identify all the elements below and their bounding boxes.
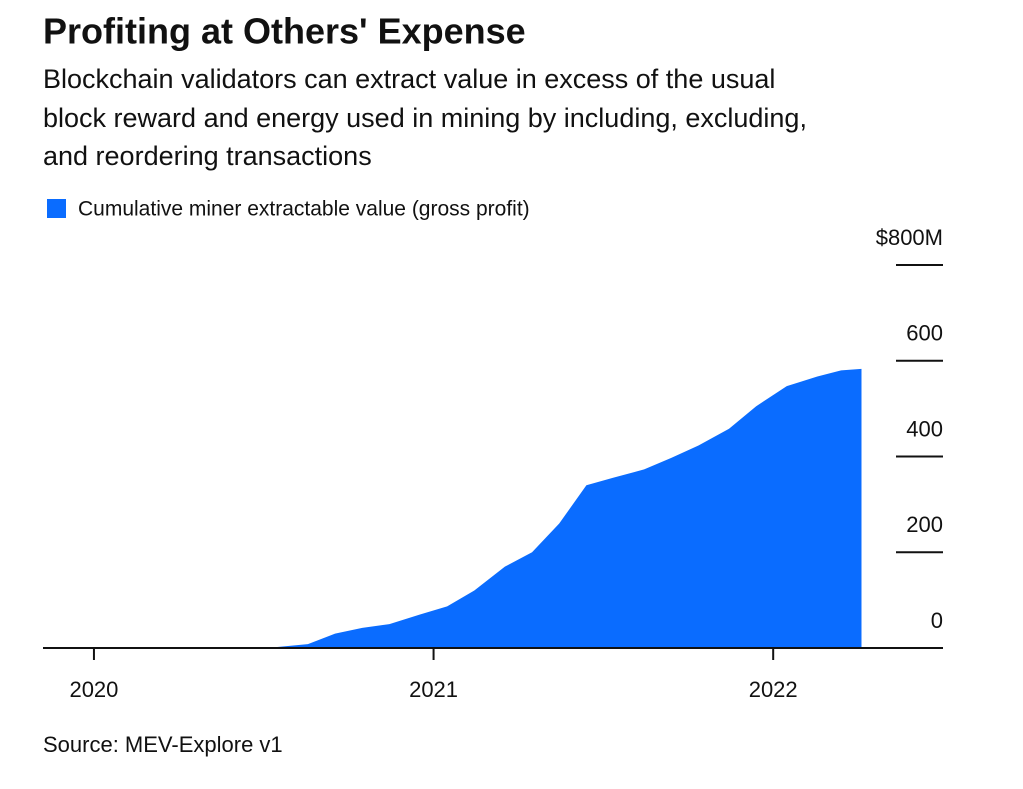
x-tick-label: 2022 (749, 677, 798, 702)
y-tick-label: 200 (906, 512, 943, 537)
x-tick-label: 2021 (409, 677, 458, 702)
y-tick-label: $800M (876, 225, 943, 250)
x-tick-label: 2020 (69, 677, 118, 702)
y-tick-label: 400 (906, 416, 943, 441)
subtitle: and reordering transactions (43, 141, 372, 171)
y-tick-label: 0 (931, 608, 943, 633)
source: Source: MEV-Explore v1 (43, 732, 283, 757)
legend-label: Cumulative miner extractable value (gros… (78, 198, 530, 221)
legend-swatch (47, 199, 66, 218)
chart-title: Profiting at Others' Expense (43, 11, 526, 52)
area (43, 368, 862, 648)
y-tick-label: 600 (906, 321, 943, 346)
subtitle: Blockchain validators can extract value … (43, 64, 775, 94)
subtitle: block reward and energy used in mining b… (43, 103, 807, 133)
